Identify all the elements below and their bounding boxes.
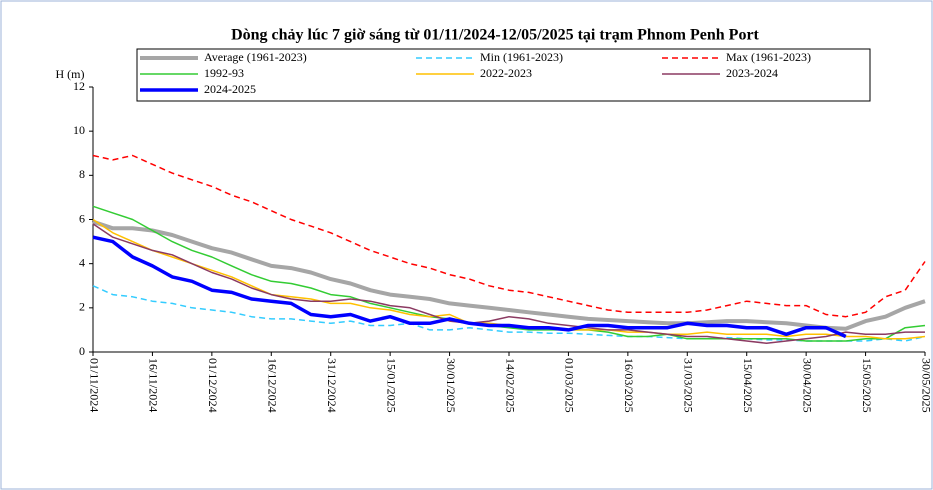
x-tick-label: 15/04/2025 <box>741 358 755 413</box>
legend <box>136 48 871 102</box>
x-tick-label: 01/12/2024 <box>206 358 220 413</box>
chart-title: Dòng chảy lúc 7 giờ sáng từ 01/11/2024-1… <box>231 27 759 44</box>
y-axis-label: H (m) <box>56 67 85 81</box>
x-tick-label: 14/02/2025 <box>503 358 517 413</box>
x-tick-label: 16/11/2024 <box>147 358 161 412</box>
legend-label: 1992-93 <box>204 66 244 80</box>
y-tick-label: 2 <box>79 300 85 314</box>
y-tick-label: 8 <box>79 167 85 181</box>
legend-label: Min (1961-2023) <box>480 50 563 64</box>
x-tick-label: 30/01/2025 <box>444 358 458 413</box>
series-line <box>92 285 926 342</box>
x-tick-label: 31/03/2025 <box>682 358 696 413</box>
y-tick-label: 4 <box>79 255 85 269</box>
x-tick-label: 15/05/2025 <box>860 358 874 413</box>
series-line <box>92 235 847 339</box>
y-tick-label: 10 <box>73 123 85 137</box>
x-tick-label: 31/12/2024 <box>325 358 339 413</box>
y-tick-label: 6 <box>79 211 85 225</box>
x-tick-label: 16/12/2024 <box>266 358 280 413</box>
x-tick-label: 01/11/2024 <box>87 358 101 412</box>
x-tick-label: 16/03/2025 <box>622 358 636 413</box>
x-tick-label: 01/03/2025 <box>563 358 577 413</box>
legend-label: Average (1961-2023) <box>204 50 307 64</box>
series-line <box>92 223 925 344</box>
legend-label: 2022-2023 <box>480 66 532 80</box>
y-tick-label: 0 <box>79 344 85 358</box>
legend-label: Max (1961-2023) <box>726 50 811 64</box>
series-line <box>92 205 926 342</box>
legend-label: 2023-2024 <box>726 66 778 80</box>
x-tick-label: 30/04/2025 <box>800 358 814 413</box>
legend-label: 2024-2025 <box>204 82 256 96</box>
x-tick-label: 15/01/2025 <box>384 358 398 413</box>
y-tick-label: 12 <box>73 79 85 93</box>
series-line <box>92 219 926 331</box>
series-line <box>92 154 926 318</box>
x-tick-label: 30/05/2025 <box>919 358 933 413</box>
